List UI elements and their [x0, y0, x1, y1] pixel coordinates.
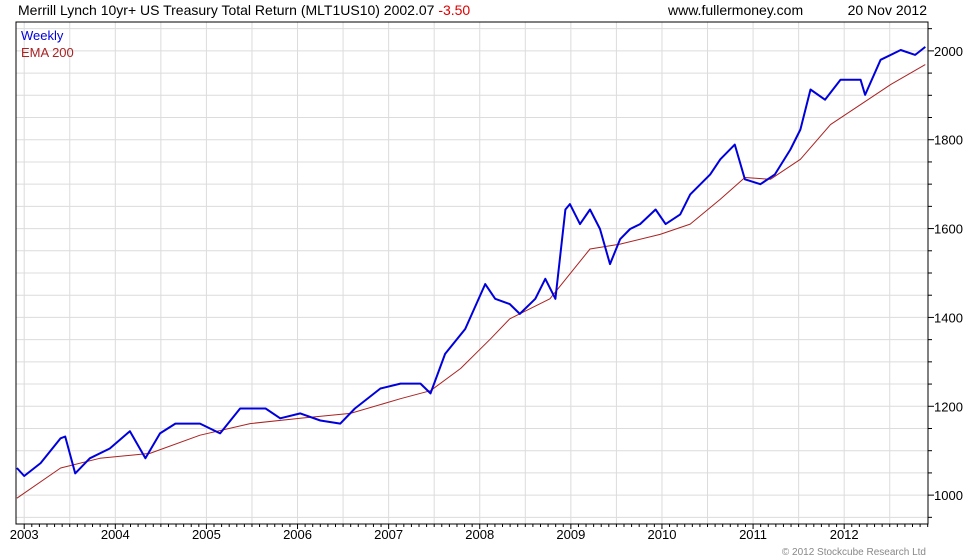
x-tick-label: 2004	[101, 527, 130, 542]
x-tick-label: 2008	[465, 527, 494, 542]
change-value: -3.50	[438, 2, 470, 18]
x-tick-label: 2007	[374, 527, 403, 542]
y-tick-label: 2000	[934, 44, 963, 59]
gridlines	[16, 22, 928, 524]
site-label: www.fullermoney.com	[667, 2, 803, 18]
y-tick-label: 1800	[934, 133, 963, 148]
x-tick-label: 2010	[648, 527, 677, 542]
series-lines	[16, 46, 926, 499]
copyright: © 2012 Stockcube Research Ltd	[782, 547, 926, 558]
ema-200-line	[16, 64, 926, 499]
x-tick-label: 2003	[10, 527, 39, 542]
x-tick-label: 2011	[739, 527, 767, 542]
x-tick-label: 2009	[556, 527, 585, 542]
y-tick-label: 1000	[934, 488, 963, 503]
legend-weekly: Weekly	[21, 28, 64, 43]
legend-ema: EMA 200	[21, 45, 74, 60]
x-tick-label: 2006	[283, 527, 312, 542]
y-tick-label: 1400	[934, 310, 963, 325]
weekly-line	[16, 46, 926, 477]
x-tick-label: 2012	[830, 527, 859, 542]
date-label: 20 Nov 2012	[848, 2, 928, 18]
y-tick-label: 1200	[934, 399, 963, 414]
axes: 1000 1200 1400 1600 1800 2000 2003 2004 2005 2006…	[10, 28, 963, 542]
y-tick-label: 1600	[934, 222, 963, 237]
x-tick-label: 2005	[192, 527, 221, 542]
chart-title: Merrill Lynch 10yr+ US Treasury Total Re…	[18, 2, 470, 18]
